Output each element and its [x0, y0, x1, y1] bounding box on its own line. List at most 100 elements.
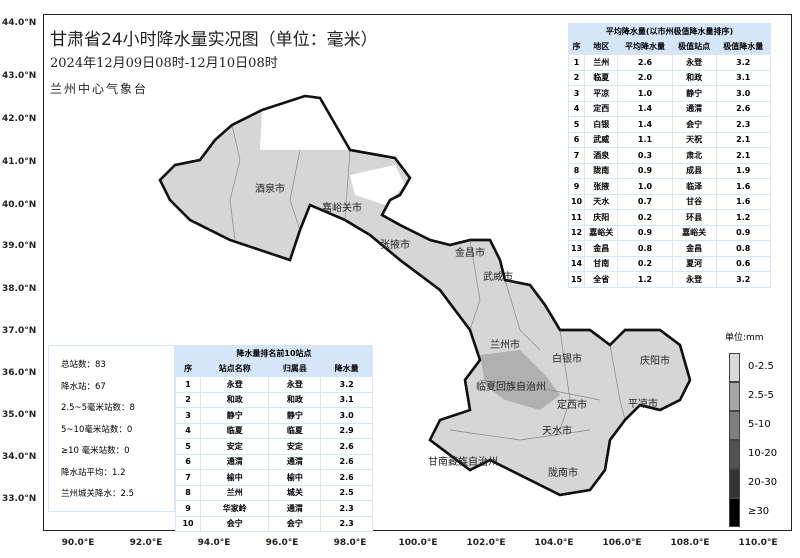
table-cell: 4	[567, 100, 586, 117]
table-cell: 永登	[671, 54, 717, 71]
table-cell: 1.6	[715, 178, 772, 195]
longitude-label: 90.0°E	[61, 538, 95, 548]
table-cell: 15	[567, 271, 586, 288]
table-cell: 2.3	[320, 500, 373, 517]
longitude-label: 102.0°E	[466, 538, 506, 548]
latitude-label: 40.0°N	[2, 200, 37, 210]
table-row: 8 陇南 0.9 成县 1.9	[567, 162, 772, 179]
table-cell: 兰州	[584, 54, 619, 71]
table-cell: 5	[567, 116, 586, 133]
table-row: 1 永登 永登 3.2	[174, 376, 373, 393]
table-cell: 陇南	[584, 162, 619, 179]
table-cell: 1	[567, 54, 586, 71]
table-row: 10 天水 0.7 甘谷 1.6	[567, 193, 772, 210]
table-cell: 5	[174, 438, 202, 455]
table-cell: 6	[174, 453, 202, 470]
latitude-label: 42.0°N	[2, 114, 37, 124]
table-cell: 静宁	[200, 407, 270, 424]
column-header: 平均降水量	[617, 38, 673, 55]
table-cell: 8	[567, 162, 586, 179]
legend-swatch	[729, 411, 740, 440]
latitude-label: 36.0°N	[2, 368, 37, 378]
table-cell: 4	[174, 422, 202, 439]
city-label: 临夏回族自治州	[476, 382, 546, 393]
city-label: 张掖市	[380, 240, 410, 251]
longitude-label: 106.0°E	[602, 538, 642, 548]
table-cell: 永登	[671, 271, 717, 288]
table-cell: 0.9	[617, 224, 673, 241]
table-cell: 甘南	[584, 255, 619, 272]
city-label: 甘南藏族自治州	[428, 457, 498, 468]
latitude-label: 35.0°N	[2, 410, 37, 420]
legend-unit: 单位:mm	[725, 333, 764, 343]
table-cell: 8	[174, 484, 202, 501]
table-cell: 永登	[268, 376, 322, 393]
table-cell: 3.0	[715, 85, 772, 102]
table-row: 4 临夏 临夏 2.9	[174, 422, 373, 439]
table-cell: 7	[174, 469, 202, 486]
stats-panel: 总站数：83 降水站：67 2.5~5毫米站数：8 5~10毫米站数：0 ≥10 毫米站…	[48, 345, 175, 512]
table-cell: 10	[174, 515, 202, 532]
city-label: 兰州市	[490, 340, 520, 351]
table-cell: 1.2	[715, 209, 772, 226]
table-cell: 2	[567, 69, 586, 86]
legend-swatch	[729, 440, 740, 469]
table-cell: 金昌	[671, 240, 717, 257]
table-cell: 0.8	[715, 240, 772, 257]
map-frame	[43, 14, 792, 531]
column-header: 极值降水量	[715, 38, 772, 55]
table-cell: 平凉	[584, 85, 619, 102]
table-cell: 安定	[268, 438, 322, 455]
table-row: 1 兰州 2.6 永登 3.2	[567, 54, 772, 71]
table-row: 3 静宁 静宁 3.0	[174, 407, 373, 424]
longitude-label: 100.0°E	[398, 538, 438, 548]
table-cell: 1.4	[617, 100, 673, 117]
table-cell: 9	[567, 178, 586, 195]
latitude-label: 38.0°N	[2, 284, 37, 294]
table-cell: 榆中	[268, 469, 322, 486]
table-cell: 14	[567, 255, 586, 272]
table-cell: 0.6	[715, 255, 772, 272]
table-cell: 安定	[200, 438, 270, 455]
table-cell: 和政	[268, 391, 322, 408]
table-row: 9 华家岭 通渭 2.3	[174, 500, 373, 517]
longitude-label: 94.0°E	[197, 538, 231, 548]
legend-label: 2.5-5	[748, 390, 774, 401]
table-cell: 静宁	[268, 407, 322, 424]
table-cell: 临泽	[671, 178, 717, 195]
longitude-label: 92.0°E	[129, 538, 163, 548]
latitude-label: 41.0°N	[2, 157, 37, 167]
table-cell: 武威	[584, 131, 619, 148]
heavier-rain-area	[480, 350, 560, 410]
table-cell: 酒泉	[584, 147, 619, 164]
table-cell: 0.8	[617, 240, 673, 257]
table-cell: 3.1	[320, 391, 373, 408]
table-cell: 临夏	[200, 422, 270, 439]
table-cell: 0.3	[617, 147, 673, 164]
table-cell: 1.9	[715, 162, 772, 179]
table-row: 2 和政 和政 3.1	[174, 391, 373, 408]
table-cell: 1.0	[617, 85, 673, 102]
column-header: 序	[174, 360, 202, 377]
column-header: 地区	[584, 38, 619, 55]
city-label: 酒泉市	[255, 184, 285, 195]
table-cell: 3	[174, 407, 202, 424]
table-row: 7 酒泉 0.3 肃北 2.1	[567, 147, 772, 164]
table-cell: 白银	[584, 116, 619, 133]
table-cell: 肃北	[671, 147, 717, 164]
table-cell: 通渭	[268, 500, 322, 517]
table-cell: 2.3	[715, 116, 772, 133]
legend-label: ≥30	[748, 506, 770, 517]
table-cell: 3.2	[715, 271, 772, 288]
column-header: 极值站点	[671, 38, 717, 55]
longitude-label: 98.0°E	[333, 538, 367, 548]
legend-swatch	[729, 469, 740, 498]
region-average-table: 平均降水量(以市州极值降水量排序) 序地区 平均降水量 极值站点 极值降水量 1 兰州 2…	[567, 23, 772, 288]
longitude-label: 110.0°E	[738, 538, 778, 548]
latitude-label: 39.0°N	[2, 241, 37, 251]
table-cell: 全省	[584, 271, 619, 288]
table-cell: 2.6	[617, 54, 673, 71]
table-row: 2 临夏 2.0 和政 3.1	[567, 69, 772, 86]
table-row: 6 通渭 通渭 2.6	[174, 453, 373, 470]
table-cell: 2.1	[715, 147, 772, 164]
